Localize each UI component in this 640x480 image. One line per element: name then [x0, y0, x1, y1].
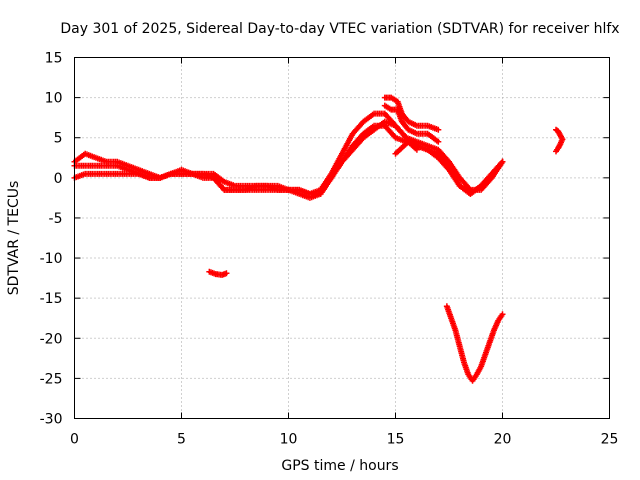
y-tick-label: -10 — [40, 251, 63, 267]
x-tick-label: 25 — [601, 432, 619, 448]
x-tick-label: 20 — [494, 432, 512, 448]
series-peak-a — [381, 94, 442, 133]
data-point — [413, 146, 420, 153]
y-tick-label: -30 — [40, 412, 63, 428]
data-point — [553, 148, 559, 155]
y-tick-label: -5 — [49, 211, 63, 227]
data-point — [499, 311, 506, 318]
x-axis-label: GPS time / hours — [281, 458, 398, 474]
data-point — [435, 126, 442, 133]
data-point — [435, 138, 442, 145]
y-tick-label: -15 — [40, 291, 63, 307]
y-tick-label: 5 — [54, 131, 63, 147]
series-v-curve — [443, 303, 506, 384]
x-tick-label: 5 — [177, 432, 186, 448]
series-peak-b — [381, 102, 442, 145]
chart-title: Day 301 of 2025, Sidereal Day-to-day VTE… — [60, 21, 619, 37]
y-tick-label: 15 — [45, 51, 63, 67]
series-track-c — [71, 110, 506, 197]
axis-ticks: 0 5 10 15 20 25 15 10 5 0 -5 -10 -15 -20 -25 -30 — [40, 51, 619, 448]
plot-frame — [74, 57, 610, 419]
y-tick-label: -20 — [40, 331, 63, 347]
y-tick-label: 10 — [45, 91, 63, 107]
series-peak-c — [392, 138, 420, 157]
y-tick-label: -25 — [40, 371, 63, 387]
x-tick-label: 0 — [70, 432, 79, 448]
x-tick-label: 15 — [387, 432, 405, 448]
y-tick-label: 0 — [54, 171, 63, 187]
data-point — [499, 158, 506, 165]
series-segment-low — [206, 268, 230, 278]
data-point — [223, 270, 230, 277]
y-axis-label: SDTVAR / TECUs — [6, 181, 22, 296]
series-segment-right — [553, 126, 566, 155]
data-points — [71, 94, 566, 384]
grid — [74, 57, 610, 419]
x-tick-label: 10 — [280, 432, 298, 448]
